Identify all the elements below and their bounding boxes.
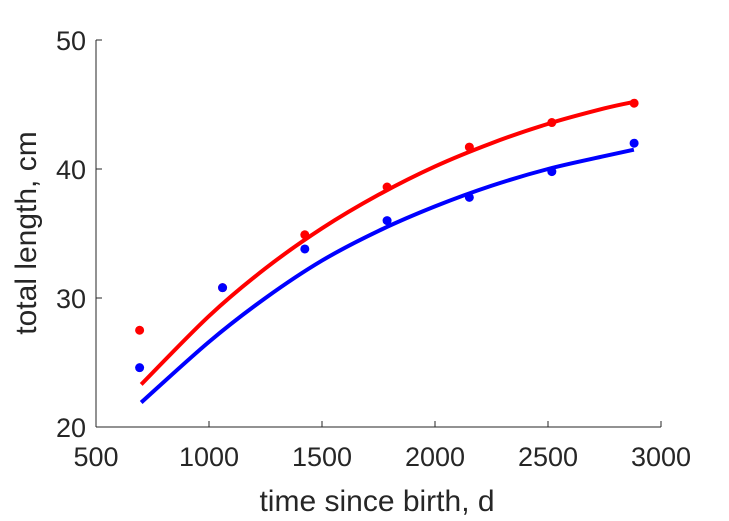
y-tick-label: 30 xyxy=(56,284,86,314)
y-axis-label: total length, cm xyxy=(10,131,43,334)
axes xyxy=(95,39,662,428)
data-point xyxy=(464,192,474,202)
data-point xyxy=(629,138,639,148)
data-point xyxy=(135,325,145,335)
fit-curves xyxy=(139,99,635,404)
data-point xyxy=(547,167,557,177)
y-tick-label: 50 xyxy=(56,26,86,56)
x-tick-label: 2500 xyxy=(518,442,578,472)
x-tick-label: 2000 xyxy=(405,442,465,472)
data-points xyxy=(135,98,639,373)
data-point xyxy=(218,283,228,293)
data-point xyxy=(135,363,145,373)
data-point xyxy=(464,142,474,152)
x-tick-label: 500 xyxy=(73,442,118,472)
data-point xyxy=(382,216,392,226)
data-point xyxy=(300,230,310,240)
y-tick-label: 40 xyxy=(56,155,86,185)
data-point xyxy=(300,244,310,254)
x-tick-label: 1500 xyxy=(292,442,352,472)
fit-curve-1 xyxy=(139,147,635,404)
x-tick-label: 1000 xyxy=(179,442,239,472)
x-axis-label: time since birth, d xyxy=(259,485,494,518)
data-point xyxy=(629,98,639,108)
x-tick-label: 3000 xyxy=(631,442,691,472)
data-point xyxy=(547,118,557,128)
tick-labels: 500 1000 1500 2000 2500 3000 20 30 40 50 xyxy=(56,26,691,472)
data-point xyxy=(382,182,392,192)
y-tick-label: 20 xyxy=(56,413,86,443)
fit-curve-0 xyxy=(139,99,635,386)
